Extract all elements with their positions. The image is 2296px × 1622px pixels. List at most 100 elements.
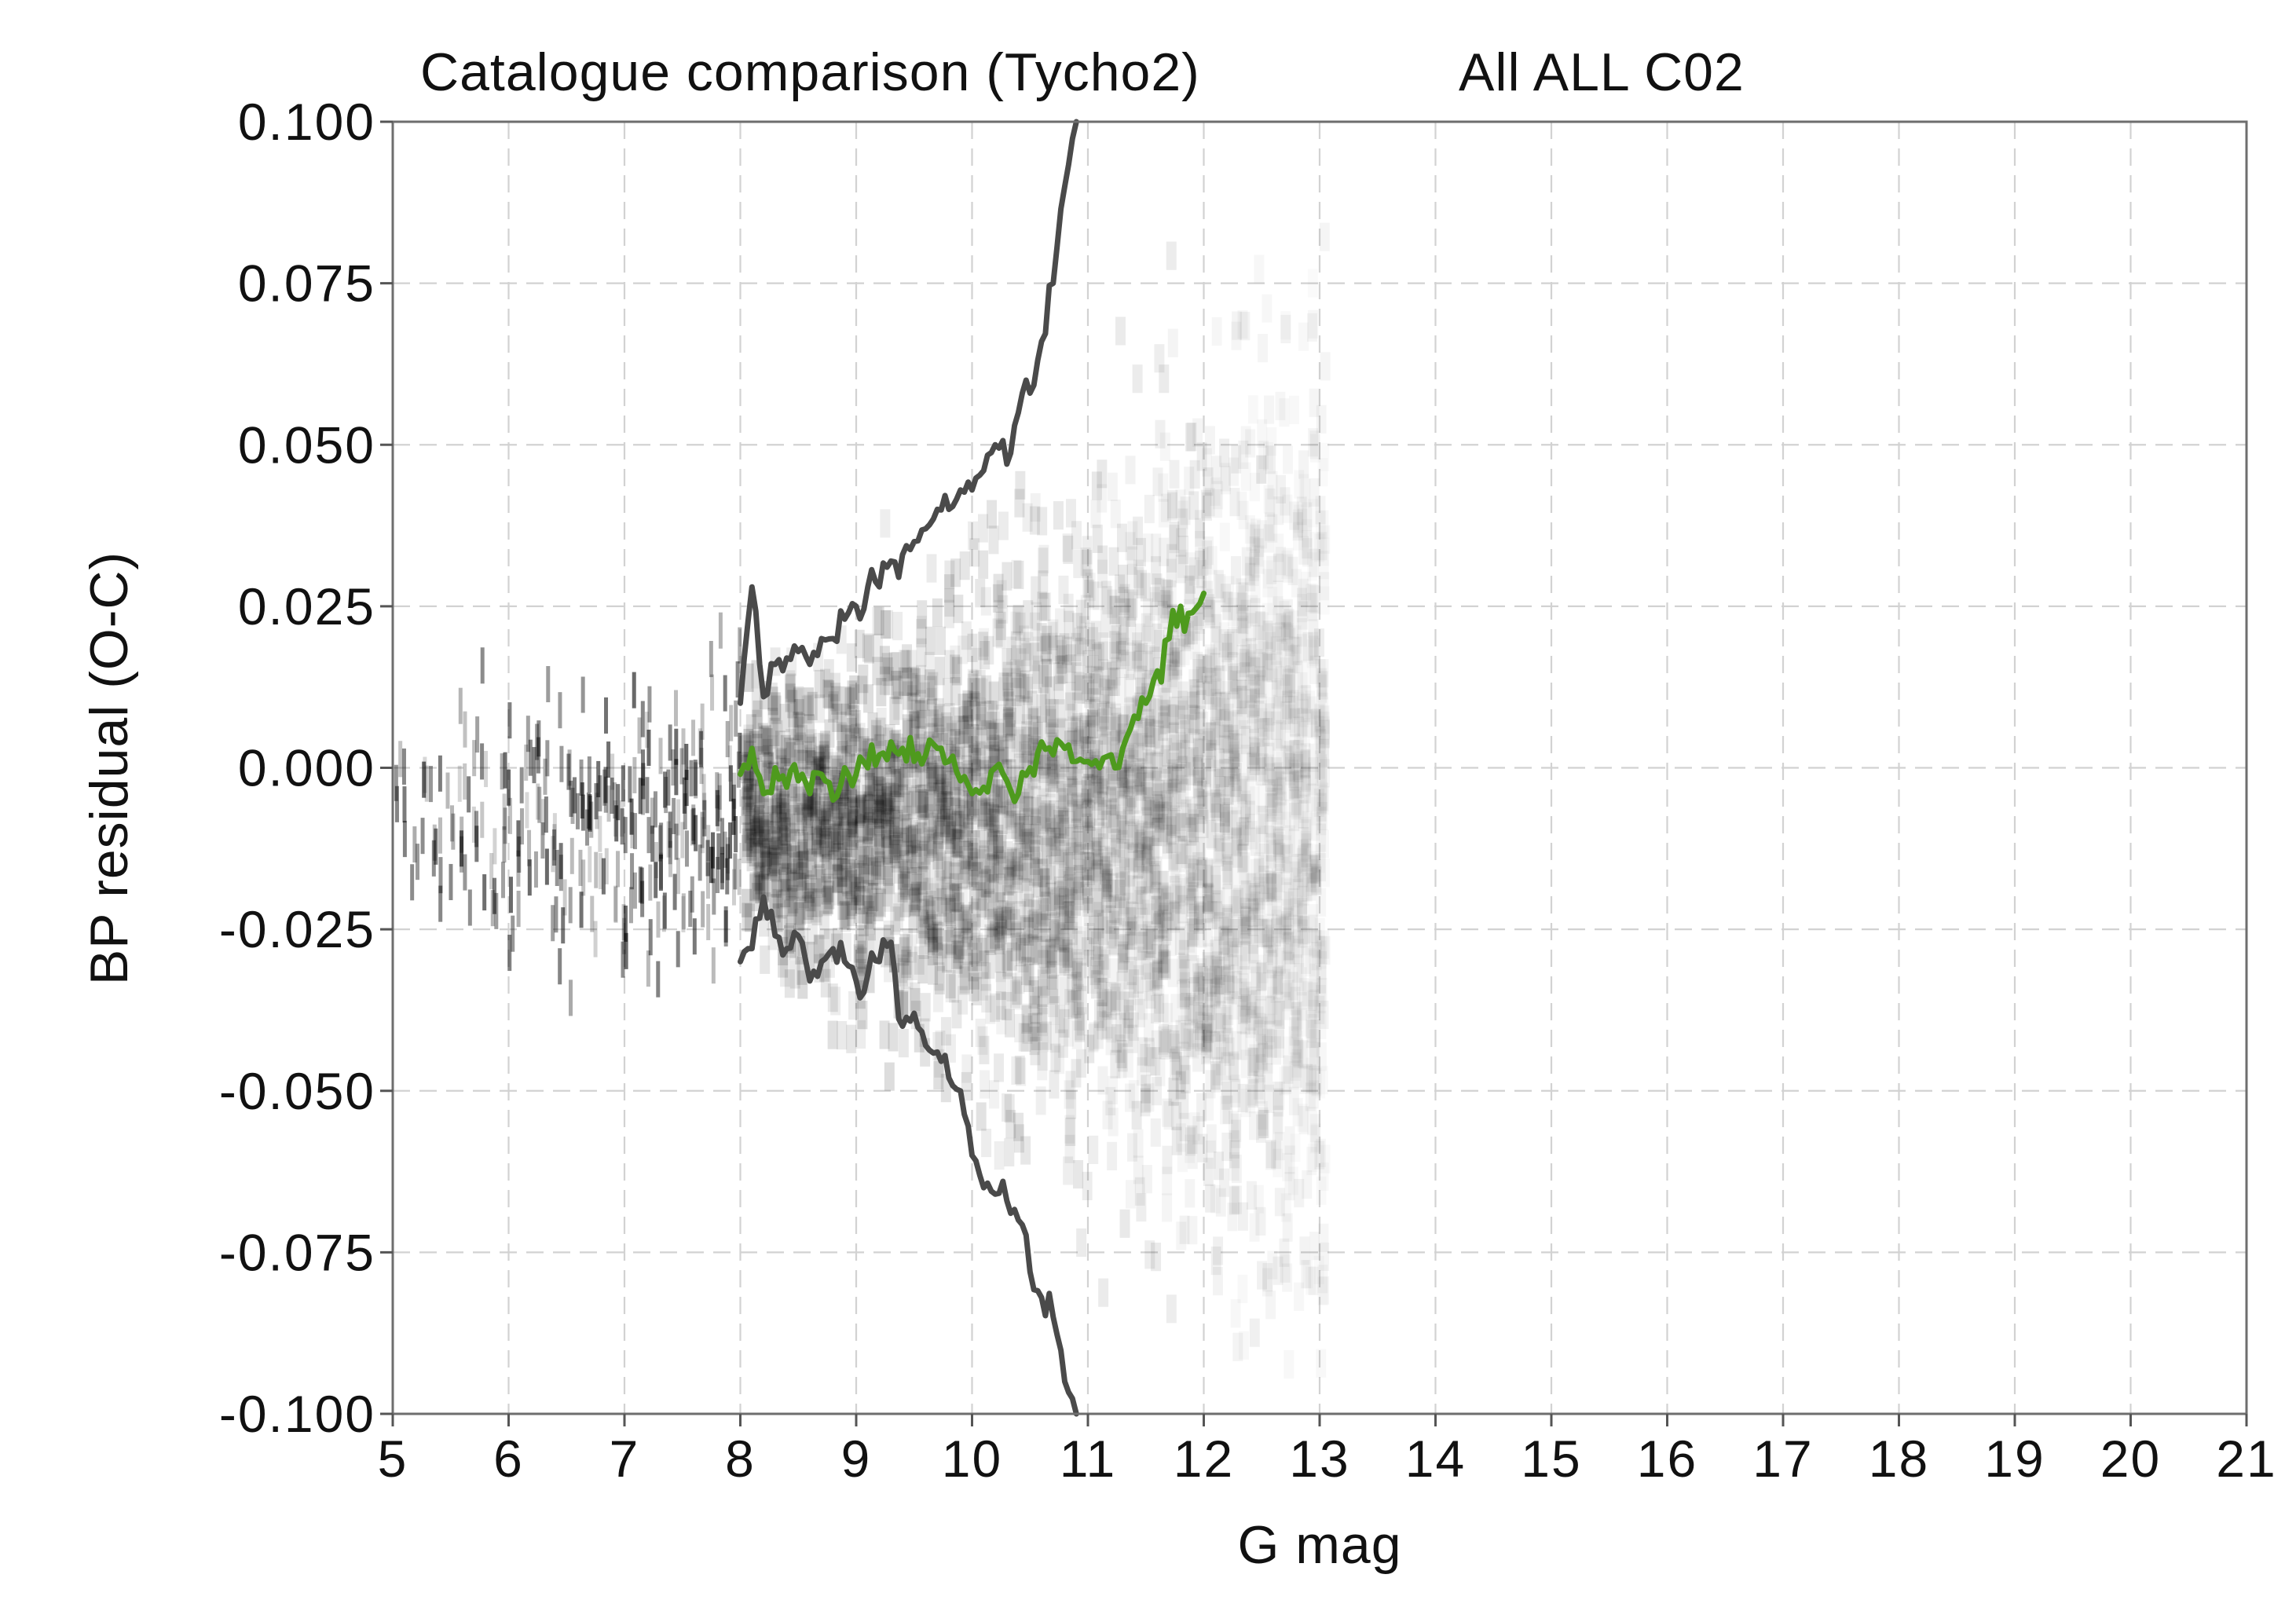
density-cell	[849, 675, 860, 705]
density-cell	[822, 801, 833, 830]
density-cell	[780, 958, 791, 987]
x-axis-label: G mag	[1237, 1515, 1401, 1575]
density-cell	[793, 851, 804, 881]
density-cell	[862, 880, 873, 909]
density-cell	[1037, 1008, 1048, 1037]
density-cell	[767, 708, 778, 737]
density-cell	[579, 892, 584, 928]
density-cell	[1271, 1036, 1282, 1065]
density-cell	[820, 734, 831, 763]
density-cell	[1037, 1042, 1048, 1071]
density-cell	[1151, 1243, 1162, 1272]
density-cell	[859, 864, 870, 894]
density-cell	[771, 695, 782, 724]
density-cell	[402, 786, 407, 823]
density-cell	[829, 823, 840, 853]
density-cell	[840, 900, 850, 929]
density-cell	[676, 931, 680, 968]
density-cell	[1262, 295, 1272, 323]
density-cell	[718, 612, 723, 649]
density-cell	[879, 646, 890, 675]
density-cell	[1319, 537, 1329, 566]
density-cell	[810, 894, 821, 923]
density-cell	[874, 784, 885, 813]
density-cell	[742, 806, 753, 836]
density-cell	[570, 787, 575, 824]
density-cell	[767, 847, 778, 877]
density-cell	[801, 804, 812, 833]
density-cell	[786, 796, 797, 826]
density-cell	[1220, 523, 1230, 551]
density-cell	[855, 797, 866, 826]
density-cell	[755, 839, 766, 868]
density-cell	[494, 892, 499, 929]
density-cell	[762, 728, 773, 757]
density-cell	[746, 778, 757, 807]
density-cell	[833, 843, 844, 872]
density-cell	[601, 858, 606, 895]
density-cell	[558, 843, 563, 880]
density-cell	[908, 904, 919, 933]
density-cell	[959, 551, 970, 580]
density-cell	[780, 798, 791, 827]
y-tick-label: -0.025	[219, 900, 375, 958]
density-cell	[864, 828, 875, 857]
density-cell	[1240, 312, 1251, 341]
density-cell	[760, 725, 771, 754]
density-cell	[785, 673, 796, 702]
density-cell	[907, 824, 918, 853]
density-cell	[1297, 618, 1307, 646]
density-cell	[1262, 1028, 1273, 1056]
density-cell	[891, 766, 902, 795]
density-cell	[632, 813, 637, 850]
density-cell	[802, 741, 813, 770]
density-cell	[932, 927, 943, 956]
density-cell	[819, 746, 830, 775]
density-cell	[910, 884, 921, 913]
density-cell	[844, 848, 855, 877]
density-cell	[847, 887, 858, 917]
density-cell	[760, 826, 771, 855]
density-cell	[892, 768, 903, 797]
y-tick-label: -0.075	[219, 1223, 375, 1281]
density-cell	[796, 841, 807, 870]
density-cell	[917, 954, 928, 984]
density-cell	[753, 808, 764, 837]
density-cell	[1254, 1185, 1264, 1214]
density-cell	[776, 890, 787, 919]
density-cell	[857, 1001, 868, 1030]
density-cell	[394, 764, 398, 801]
density-cell	[691, 719, 696, 756]
density-cell	[1178, 1090, 1189, 1119]
density-cell	[1227, 628, 1238, 658]
density-cell	[757, 723, 768, 752]
density-cell	[778, 949, 789, 978]
density-cell	[889, 696, 900, 726]
density-cell	[1262, 756, 1273, 785]
density-cell	[859, 846, 870, 875]
density-cell	[771, 830, 782, 859]
density-cell	[777, 880, 788, 909]
density-cell	[975, 579, 986, 608]
density-cell	[1037, 591, 1048, 621]
density-cell	[840, 686, 851, 716]
density-cell	[1219, 1034, 1230, 1064]
density-cell	[545, 740, 550, 777]
density-cell	[844, 870, 855, 899]
density-cell	[889, 816, 900, 846]
density-cell	[813, 828, 824, 857]
density-cell	[855, 839, 866, 868]
density-cell	[1237, 1275, 1247, 1303]
density-cell	[824, 881, 835, 910]
density-cell	[856, 791, 867, 820]
density-cell	[784, 738, 795, 767]
density-cell	[815, 800, 826, 829]
density-cell	[1248, 395, 1258, 423]
density-cell	[838, 802, 849, 831]
density-cell	[890, 800, 901, 829]
density-cell	[1012, 981, 1023, 1010]
density-cell	[484, 751, 489, 788]
density-cell	[900, 871, 911, 900]
density-cell	[1193, 976, 1203, 1004]
density-cell	[807, 888, 818, 917]
